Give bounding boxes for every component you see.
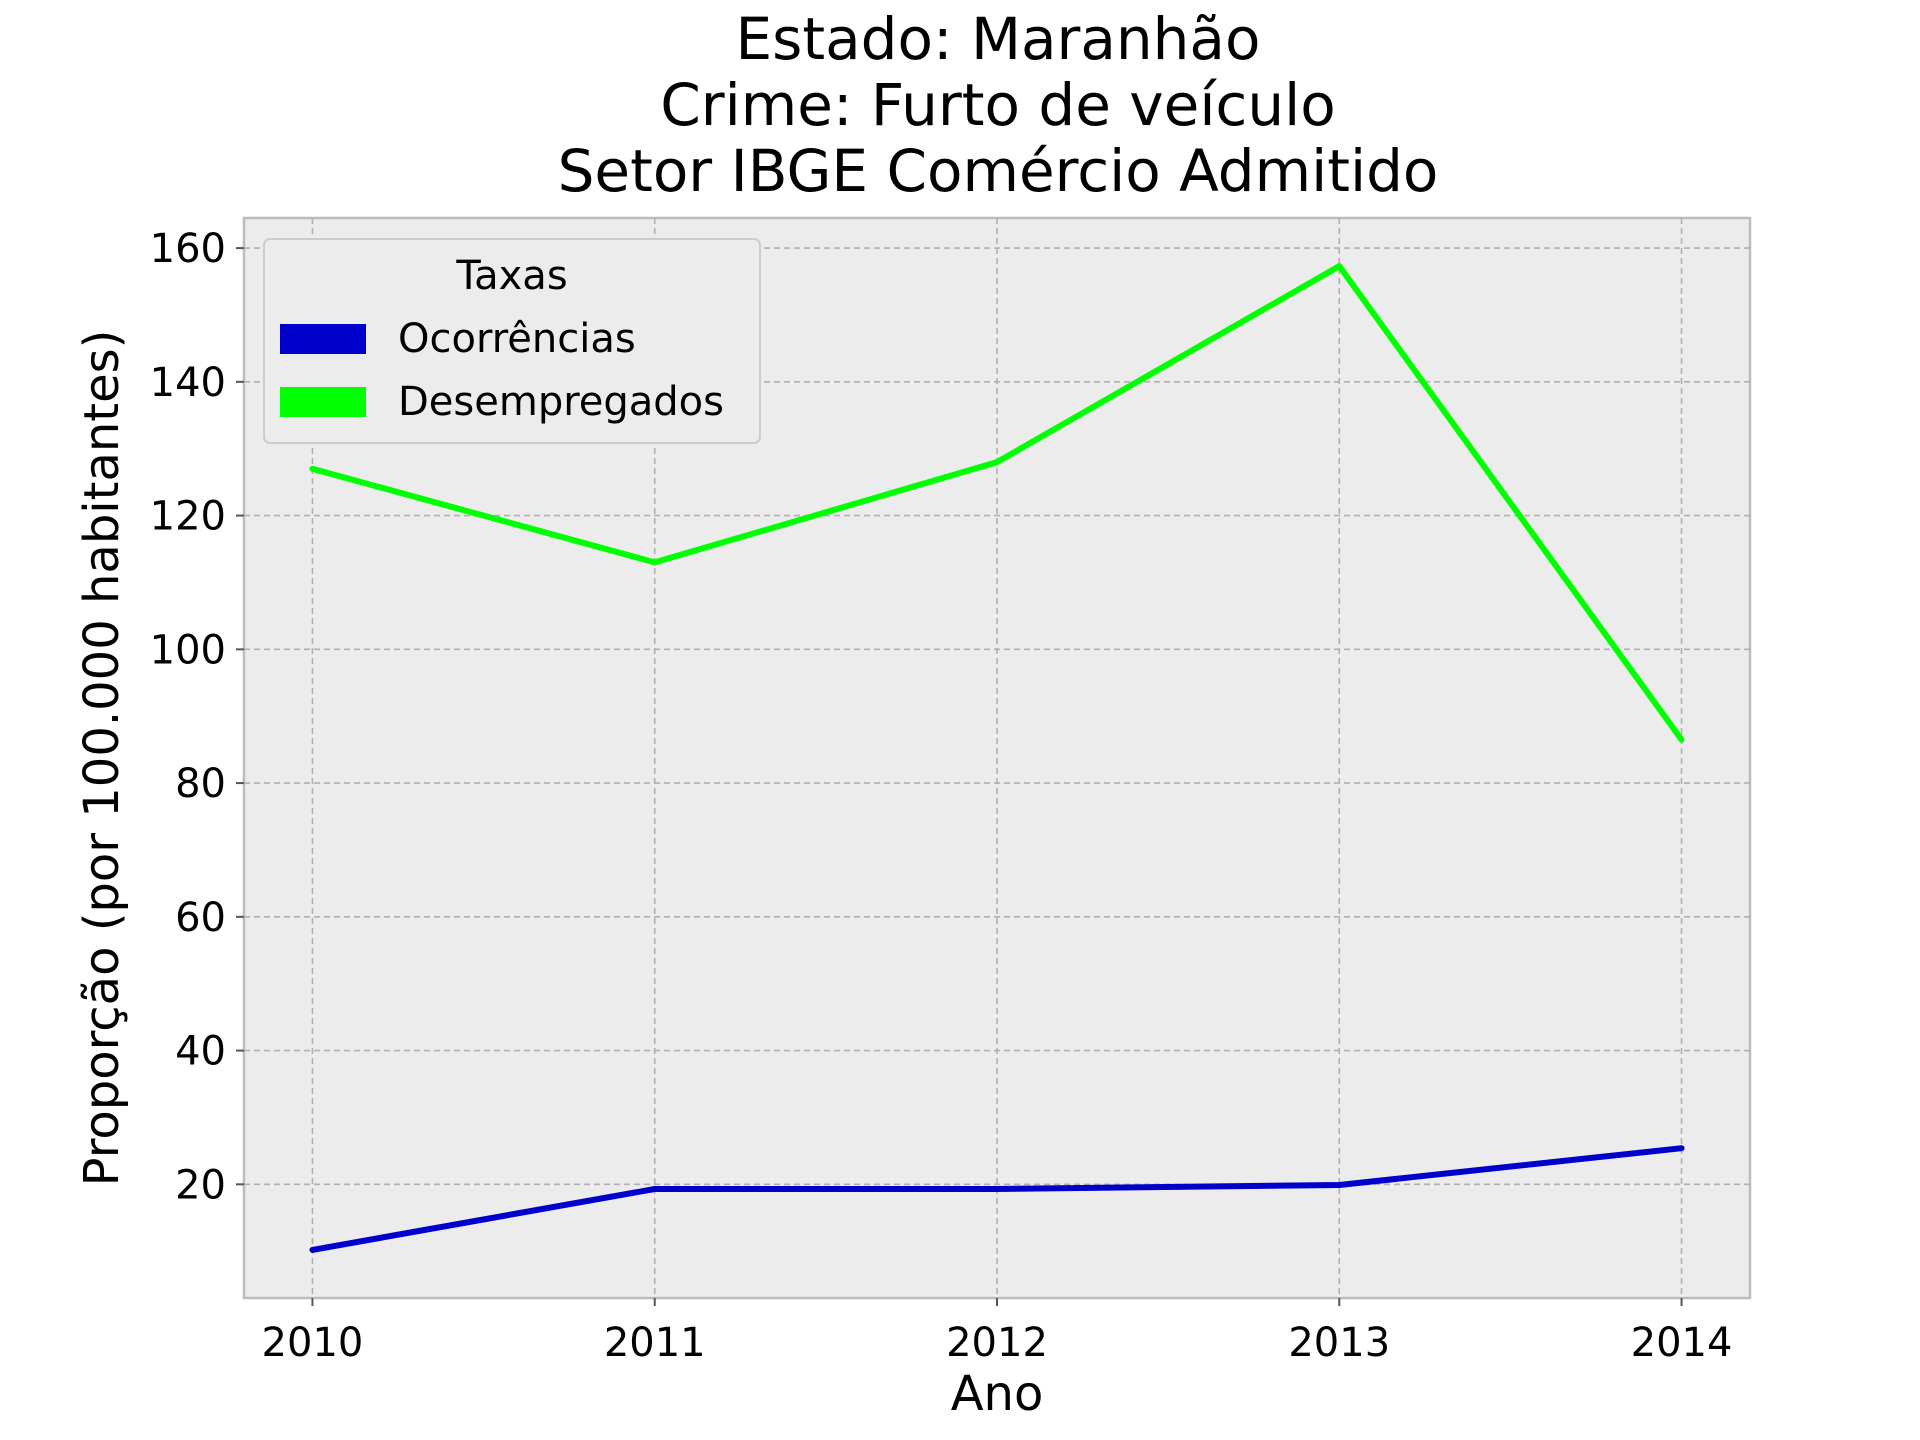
title-line-3: Setor IBGE Comércio Admitido [558,137,1439,205]
x-axis-label: Ano [951,1366,1044,1422]
y-tick-label: 120 [150,494,226,540]
y-ticks: 20 40 60 80 100 120 140 160 [150,226,244,1208]
data-point [651,1185,658,1192]
x-ticks: 2010 2011 2012 2013 2014 [262,1298,1733,1366]
title-line-2: Crime: Furto de veículo [660,71,1335,139]
y-tick-label: 20 [175,1162,226,1208]
legend-swatch-ocorrencias [280,324,366,354]
legend-swatch-desempregados [280,387,366,417]
series-lines [309,263,1685,1253]
legend: Taxas Ocorrências Desempregados [263,238,761,444]
legend-label-ocorrencias: Ocorrências [398,316,636,362]
chart-title: Estado: Maranhão Crime: Furto de veículo… [558,5,1439,205]
legend-box [263,238,761,444]
data-point [994,1185,1000,1192]
legend-title: Taxas [455,253,567,299]
y-tick-label: 80 [175,761,226,807]
y-tick-label: 160 [150,226,226,272]
x-tick-label: 2010 [262,1320,364,1366]
y-tick-label: 60 [175,895,226,941]
data-point [1336,1181,1343,1188]
data-point [1678,1145,1685,1152]
y-tick-label: 40 [175,1029,226,1075]
x-tick-label: 2014 [1631,1320,1733,1366]
legend-label-desempregados: Desempregados [398,379,724,425]
y-tick-label: 140 [150,360,226,406]
data-point [994,459,1000,466]
title-line-1: Estado: Maranhão [736,5,1261,73]
y-tick-label: 100 [150,627,226,673]
data-point [651,559,658,566]
data-point [309,1246,316,1253]
data-point [1678,736,1685,743]
x-tick-label: 2011 [604,1320,706,1366]
data-point [1336,263,1343,270]
x-tick-label: 2012 [946,1320,1048,1366]
y-axis-label: Proporção (por 100.000 habitantes) [74,330,130,1187]
data-point [309,465,316,472]
x-tick-label: 2013 [1288,1320,1390,1366]
